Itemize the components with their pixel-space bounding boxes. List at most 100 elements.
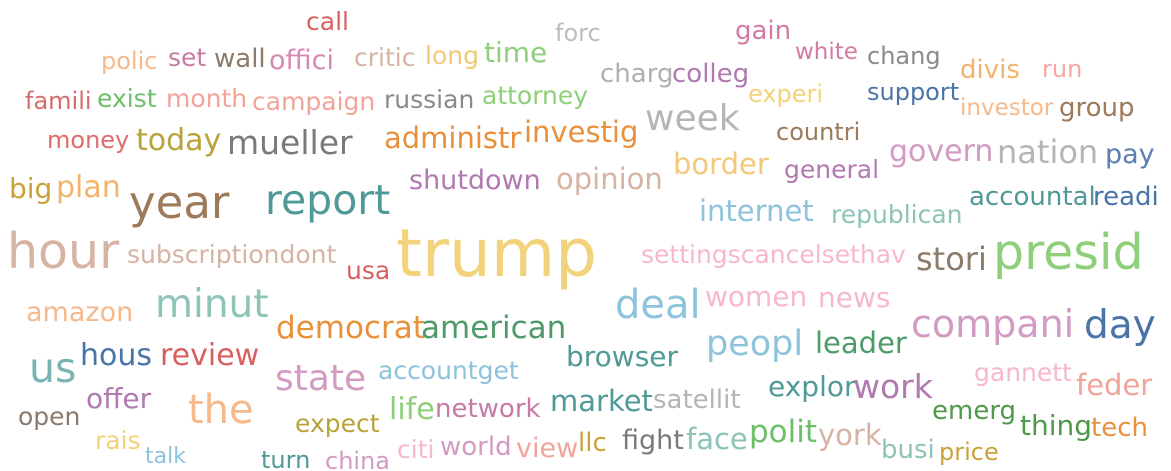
word-gannett: gannett [974, 358, 1072, 387]
word-charg: charg [600, 59, 674, 89]
word-internet: internet [699, 194, 814, 228]
word-govern: govern [889, 134, 994, 169]
word-us: us [29, 344, 77, 392]
word-call: call [306, 7, 349, 36]
word-big: big [9, 172, 53, 205]
word-critic: critic [354, 43, 416, 72]
word-trump: trump [396, 215, 598, 292]
word-york: york [818, 418, 882, 452]
word-group: group [1059, 93, 1135, 123]
word-american: american [421, 310, 567, 346]
word-investig: investig [524, 115, 639, 149]
word-usa: usa [346, 256, 391, 285]
word-state: state [275, 358, 367, 399]
word-administr: administr [384, 121, 522, 155]
word-review: review [160, 338, 260, 373]
word-leader: leader [815, 326, 907, 360]
word-presid: presid [993, 224, 1144, 281]
word-subscriptiondont: subscriptiondont [127, 240, 337, 269]
word-russian: russian [384, 85, 475, 114]
word-talk: talk [145, 444, 186, 469]
word-readi: readi [1093, 182, 1159, 212]
word-general: general [784, 155, 880, 184]
word-expect: expect [295, 409, 380, 438]
word-set: set [168, 43, 207, 72]
word-accountal: accountal [969, 182, 1096, 212]
word-hour: hour [7, 223, 120, 280]
word-amazon: amazon [26, 297, 134, 328]
word-investor: investor [960, 95, 1054, 121]
word-network: network [435, 394, 541, 424]
word-open: open [18, 402, 81, 431]
word-market: market [550, 384, 653, 418]
word-opinion: opinion [556, 162, 663, 196]
word-pay: pay [1105, 139, 1155, 170]
word-border: border [673, 147, 769, 181]
word-forc: forc [555, 19, 601, 47]
word-famili: famili [25, 87, 92, 115]
word-work: work [853, 367, 933, 406]
word-compani: compani [911, 302, 1075, 346]
word-divis: divis [960, 55, 1020, 85]
word-year: year [129, 176, 230, 229]
word-month: month [166, 84, 248, 113]
word-nation: nation [997, 133, 1099, 171]
word-plan: plan [56, 170, 121, 205]
word-turn: turn [261, 446, 311, 471]
word-experi: experi [748, 80, 824, 108]
word-long: long [425, 41, 479, 70]
word-report: report [265, 176, 391, 224]
word-deal: deal [615, 282, 701, 328]
word-life: life [389, 392, 435, 427]
word-china: china [325, 447, 390, 471]
word-run: run [1042, 55, 1083, 83]
word-minut: minut [155, 282, 269, 327]
word-exist: exist [97, 84, 157, 113]
word-satellit: satellit [653, 385, 741, 415]
word-settingscancelsethav: settingscancelsethav [641, 240, 906, 269]
word-explor: explor [768, 370, 856, 403]
word-wall: wall [214, 44, 266, 74]
word-news: news [818, 281, 891, 314]
word-price: price [939, 438, 999, 466]
word-llc: llc [578, 428, 607, 458]
word-browser: browser [566, 340, 679, 373]
word-accountget: accountget [378, 356, 519, 385]
word-support: support [867, 78, 960, 106]
word-offici: offici [269, 45, 334, 76]
word-money: money [47, 126, 130, 154]
word-chang: chang [867, 42, 941, 70]
word-hous: hous [80, 338, 153, 373]
word-democrat: democrat [276, 310, 425, 346]
word-mueller: mueller [227, 123, 353, 162]
word-gain: gain [735, 16, 792, 46]
word-rais: rais [95, 426, 141, 455]
word-week: week [645, 98, 740, 139]
word-day: day [1084, 303, 1156, 348]
word-thing: thing [1020, 409, 1093, 442]
word-feder: feder [1076, 368, 1153, 402]
word-shutdown: shutdown [409, 165, 541, 196]
word-citi: citi [397, 435, 435, 464]
word-white: white [795, 39, 858, 65]
word-campaign: campaign [252, 87, 376, 116]
word-colleg: colleg [672, 59, 750, 89]
word-tech: tech [1091, 413, 1148, 443]
word-polit: polit [749, 414, 818, 450]
word-offer: offer [86, 382, 152, 415]
word-republican: republican [831, 200, 963, 229]
word-peopl: peopl [706, 324, 804, 364]
word-emerg: emerg [932, 396, 1017, 426]
word-view: view [516, 433, 579, 464]
word-polic: polic [101, 47, 158, 75]
word-countri: countri [776, 118, 861, 146]
word-women: women [705, 280, 808, 313]
word-stori: stori [916, 240, 987, 278]
word-busi: busi [881, 435, 935, 465]
word-face: face [686, 422, 748, 456]
word-attorney: attorney [482, 81, 589, 110]
word-fight: fight [622, 425, 684, 456]
word-today: today [136, 123, 222, 158]
word-world: world [440, 432, 512, 462]
